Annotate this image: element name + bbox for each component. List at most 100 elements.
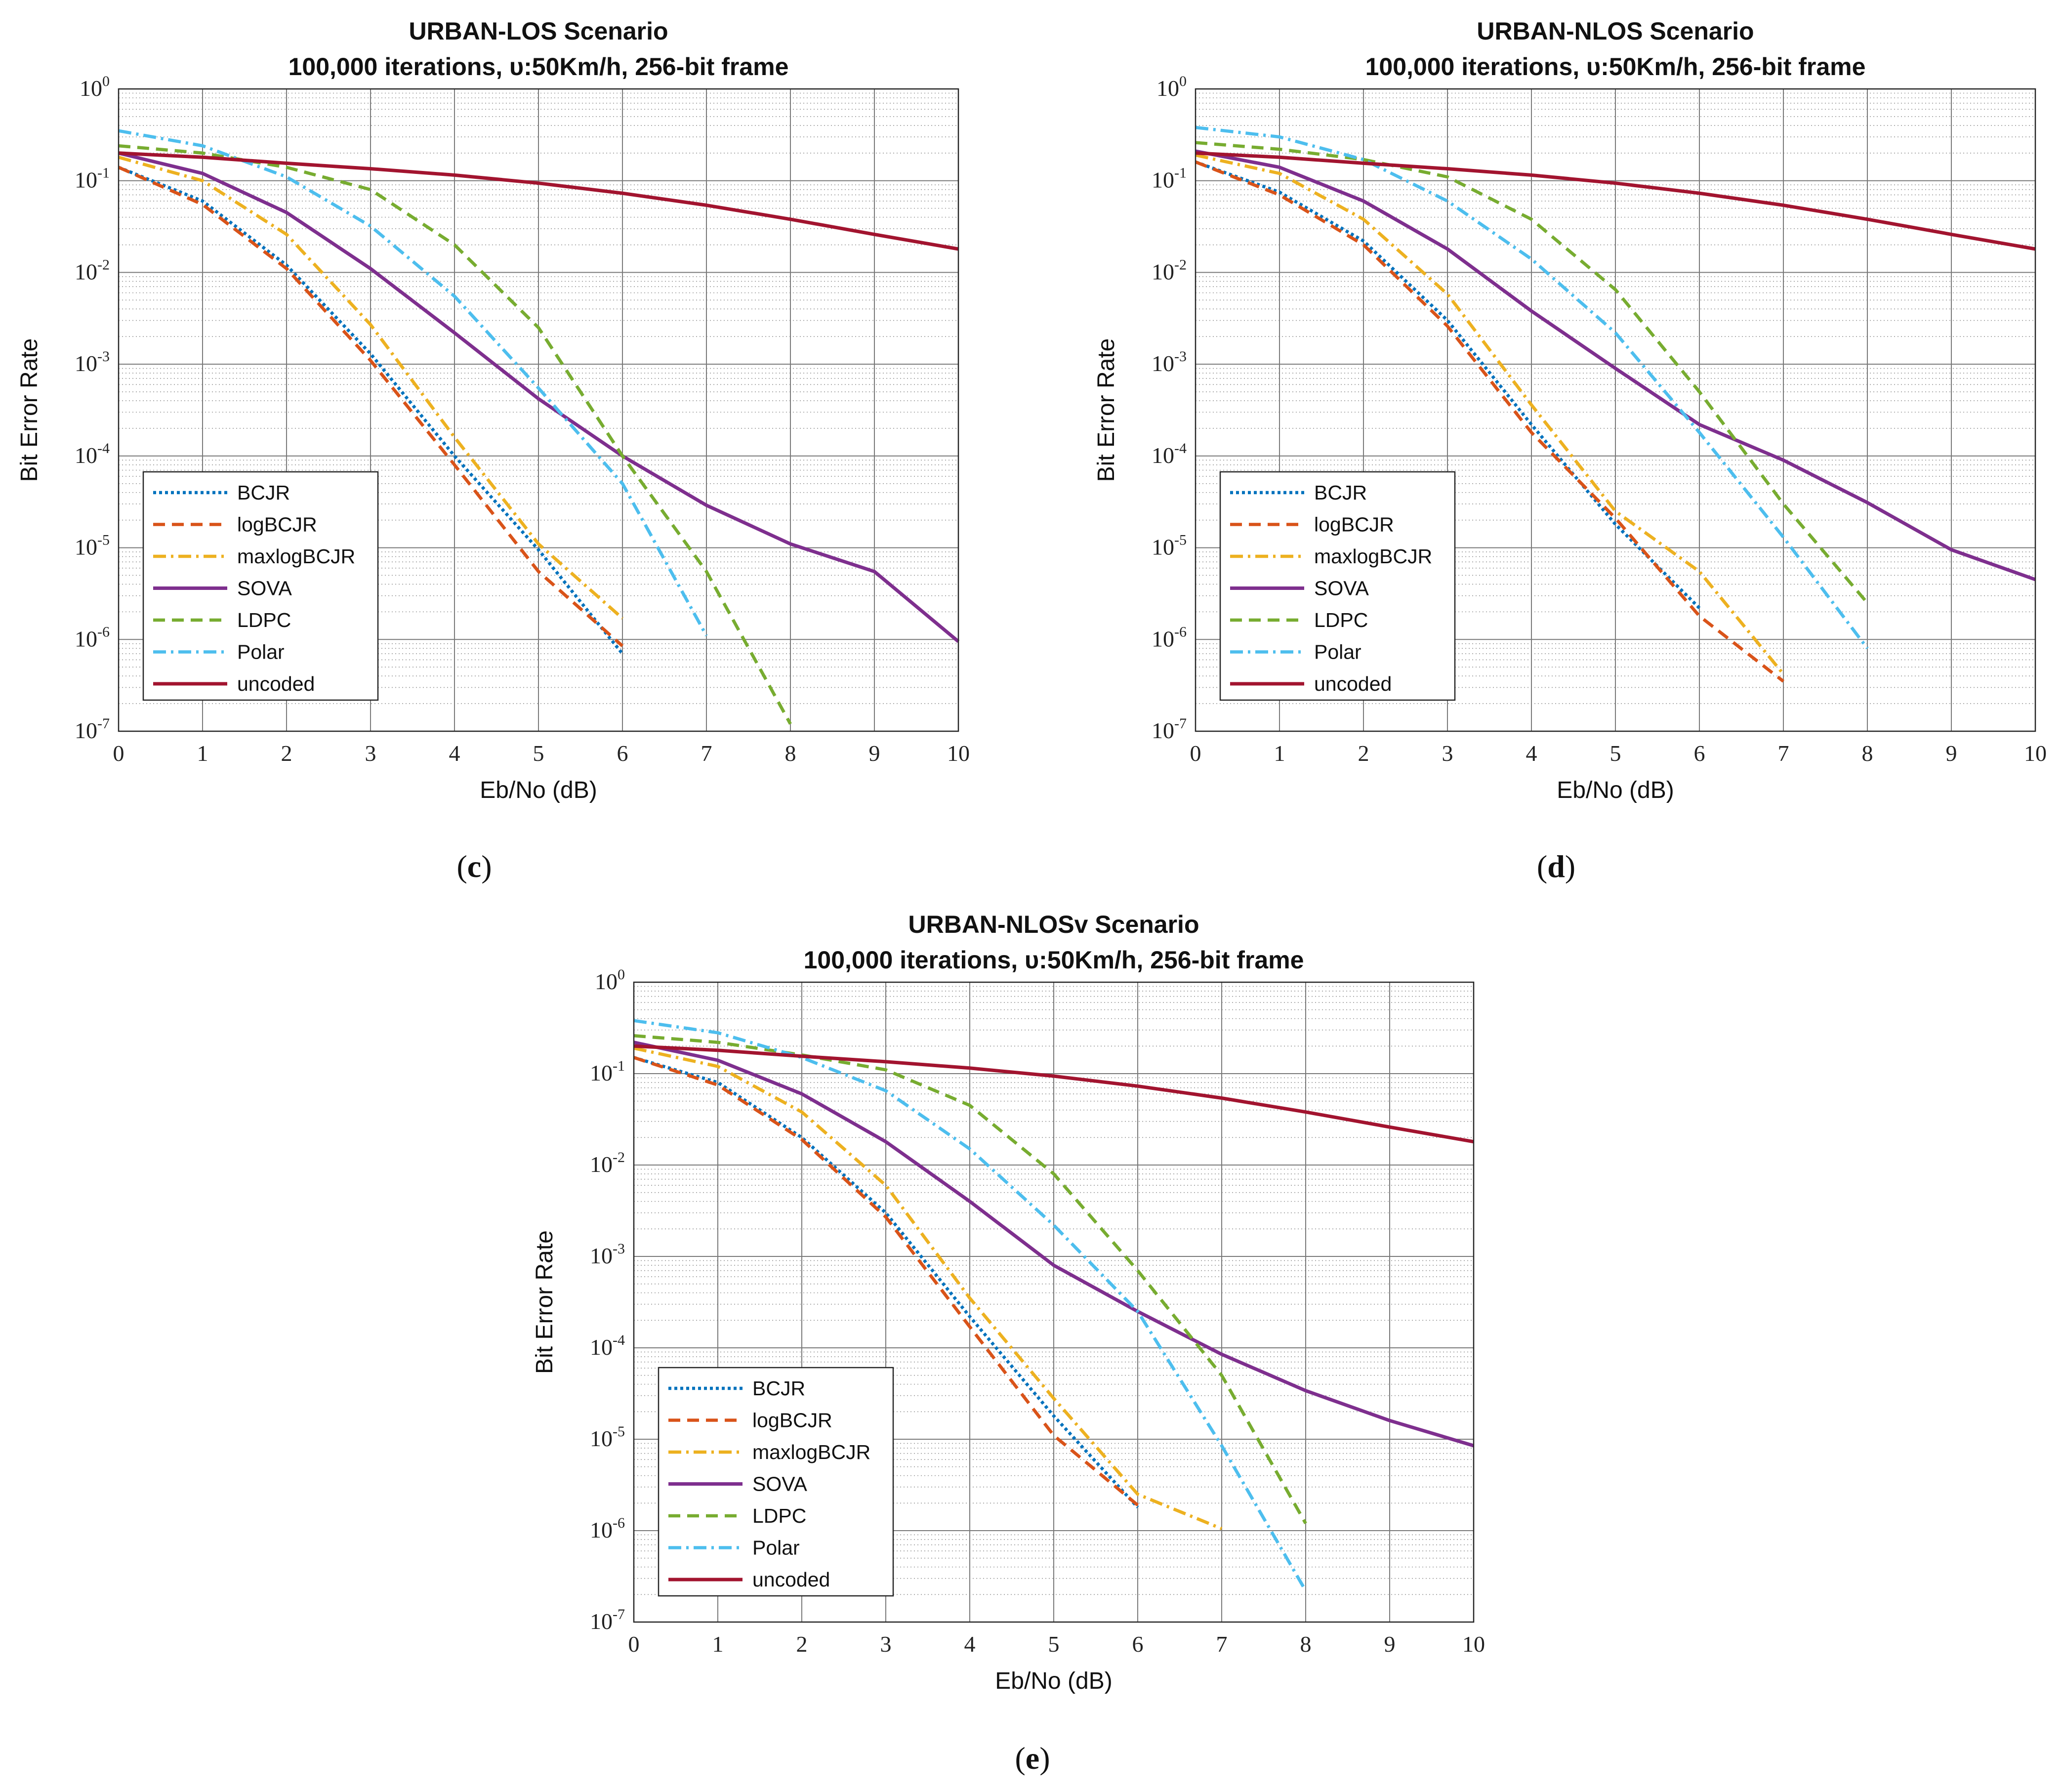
x-tick-label: 10	[947, 741, 970, 766]
y-tick-label: 100	[80, 73, 110, 101]
series-line-maxlogBCJR	[1195, 153, 1785, 675]
x-tick-labels: 0 1 2 3 4 5 6 7 8 9 10	[113, 741, 970, 766]
series-line-logBCJR	[1195, 160, 1784, 683]
series-line-LDPC	[633, 1034, 1307, 1525]
panel-paren-open: (	[1537, 849, 1547, 884]
y-tick-exponent: -2	[613, 1149, 625, 1166]
legend-label-SOVA: SOVA	[1314, 577, 1369, 600]
x-tick-label: 6	[1694, 741, 1705, 766]
y-tick-exponent: -3	[613, 1241, 625, 1257]
series-group	[633, 1019, 1475, 1592]
y-tick-base: 10	[1152, 626, 1174, 651]
y-axis-label: Bit Error Rate	[532, 1230, 558, 1374]
x-tick-label: 6	[617, 741, 628, 766]
series-line-uncoded	[1195, 151, 2036, 251]
y-tick-exponent: -3	[97, 348, 110, 365]
y-tick-label: 10-6	[1152, 624, 1187, 651]
y-tick-exponent: -5	[613, 1423, 625, 1440]
legend-label-LDPC: LDPC	[752, 1504, 806, 1527]
legend-box	[142, 471, 379, 701]
y-tick-exponent: -6	[613, 1515, 625, 1531]
y-tick-label: 10-2	[75, 256, 110, 284]
x-tick-label: 0	[628, 1631, 640, 1657]
y-tick-label: 10-3	[590, 1241, 625, 1268]
y-tick-exponent: -5	[1174, 532, 1187, 548]
y-tick-exponent: -4	[613, 1332, 625, 1348]
legend-label-BCJR: BCJR	[752, 1377, 805, 1400]
y-tick-label: 10-1	[590, 1058, 625, 1085]
legend-label-BCJR: BCJR	[237, 481, 290, 504]
y-tick-label: 100	[1156, 73, 1187, 101]
x-tick-label: 8	[785, 741, 796, 766]
y-tick-base: 10	[590, 1060, 613, 1085]
y-tick-exponent: -7	[97, 715, 110, 732]
chart-c: 0 1 2 3 4 5 6 7 8 9 1010010-110-210-310-410-510-61…	[16, 17, 970, 884]
y-tick-base: 10	[75, 443, 97, 468]
x-axis-label: Eb/No (dB)	[480, 777, 597, 803]
y-tick-label: 10-5	[1152, 532, 1187, 560]
y-tick-base: 10	[590, 1517, 613, 1542]
panel-paren-open: (	[456, 849, 467, 884]
y-tick-exponent: -1	[613, 1058, 625, 1074]
y-tick-exponent: -2	[1174, 256, 1187, 273]
y-tick-label: 10-7	[1152, 715, 1187, 743]
axes-box	[1195, 88, 2036, 732]
legend-label-SOVA: SOVA	[237, 577, 292, 600]
panel-label: (d)	[1537, 849, 1575, 884]
panel-letter: e	[1026, 1741, 1039, 1776]
y-tick-label: 10-4	[1152, 440, 1187, 468]
legend-label-Polar: Polar	[752, 1537, 800, 1559]
x-tick-label: 5	[533, 741, 544, 766]
panel-paren-close: )	[481, 849, 492, 884]
y-tick-base: 10	[1156, 76, 1179, 101]
legend-label-uncoded: uncoded	[237, 672, 315, 695]
series-line-Polar	[118, 129, 708, 637]
y-tick-label: 10-1	[1152, 165, 1187, 193]
series-group	[1195, 125, 2036, 683]
y-tick-exponent: 0	[102, 73, 110, 89]
chart-title: URBAN-LOS Scenario	[409, 17, 668, 45]
y-tick-exponent: -4	[97, 440, 110, 457]
y-tick-label: 10-6	[590, 1515, 625, 1542]
y-tick-base: 10	[590, 1243, 613, 1268]
y-tick-base: 10	[1152, 718, 1174, 743]
series-line-Polar	[633, 1019, 1307, 1592]
x-tick-label: 9	[869, 741, 880, 766]
y-tick-exponent: 0	[1179, 73, 1187, 89]
series-line-BCJR	[633, 1056, 1139, 1508]
y-tick-exponent: -3	[1174, 348, 1187, 365]
y-tick-label: 10-5	[590, 1423, 625, 1451]
x-tick-label: 3	[1442, 741, 1453, 766]
x-tick-label: 8	[1862, 741, 1873, 766]
y-tick-base: 10	[75, 626, 97, 651]
y-tick-base: 10	[590, 1426, 613, 1451]
y-tick-exponent: 0	[618, 966, 625, 983]
series-line-uncoded	[633, 1044, 1474, 1144]
legend-label-logBCJR: logBCJR	[237, 513, 317, 536]
legend-label-LDPC: LDPC	[237, 609, 291, 631]
y-tick-label: 10-4	[75, 440, 110, 468]
x-tick-label: 8	[1300, 1631, 1312, 1657]
chart-d: 0 1 2 3 4 5 6 7 8 9 1010010-110-210-310-410-510-61…	[1093, 17, 2047, 884]
axes-box	[633, 981, 1475, 1623]
y-tick-label: 10-2	[1152, 256, 1187, 284]
panel-paren-close: )	[1565, 849, 1575, 884]
legend-label-logBCJR: logBCJR	[1314, 513, 1394, 536]
y-tick-base: 10	[590, 1609, 613, 1634]
legend-label-BCJR: BCJR	[1314, 481, 1367, 504]
legend-label-maxlogBCJR: maxlogBCJR	[1314, 545, 1432, 568]
x-tick-label: 0	[113, 741, 124, 766]
y-tick-base: 10	[1152, 167, 1174, 193]
y-tick-base: 10	[1152, 443, 1174, 468]
y-tick-exponent: -1	[1174, 165, 1187, 181]
chart-title: URBAN-NLOSv Scenario	[908, 911, 1199, 938]
x-tick-label: 2	[796, 1631, 808, 1657]
y-tick-label: 10-3	[1152, 348, 1187, 376]
series-line-maxlogBCJR	[633, 1046, 1223, 1531]
series-line-logBCJR	[118, 166, 624, 647]
chart-subtitle: 100,000 iterations, υ:50Km/h, 256-bit fr…	[804, 946, 1304, 974]
legend-label-SOVA: SOVA	[752, 1473, 808, 1496]
y-tick-base: 10	[1152, 535, 1174, 560]
